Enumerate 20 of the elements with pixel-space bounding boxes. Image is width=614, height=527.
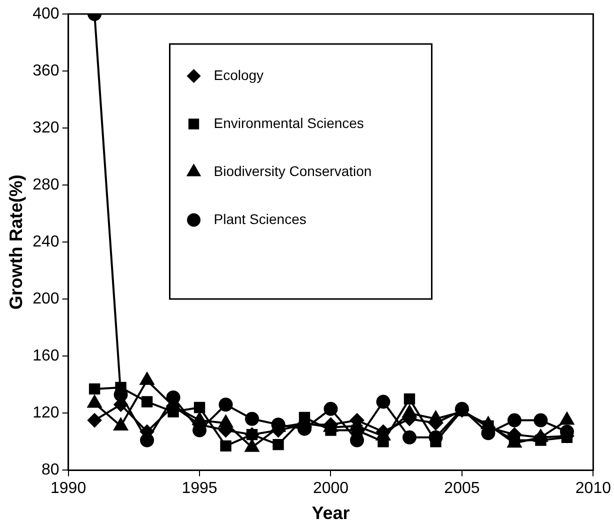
y-tick-label: 240	[32, 234, 60, 251]
y-tick-label: 280	[32, 176, 60, 194]
x-tick-label: 1990	[50, 480, 86, 498]
x-tick-label: 2005	[444, 480, 480, 498]
legend-label: Biodiversity Conservation	[214, 162, 372, 179]
y-tick-label: 360	[32, 62, 60, 80]
y-tick-label: 120	[32, 404, 60, 422]
y-tick-label: 400	[32, 5, 60, 22]
x-axis-title: Year	[312, 503, 350, 524]
y-tick-label: 320	[32, 119, 60, 136]
legend-label: Ecology	[214, 66, 264, 83]
y-tick-label: 160	[32, 348, 60, 365]
x-tick-label: 2010	[575, 480, 612, 498]
y-axis-title: Growth Rate(%)	[6, 174, 26, 310]
legend-label: Plant Sciences	[214, 210, 306, 227]
x-tick-label: 1995	[182, 480, 218, 498]
y-tick-label: 200	[32, 290, 60, 308]
y-tick-label: 80	[42, 462, 60, 479]
x-tick-label: 2000	[312, 480, 349, 498]
legend-label: Environmental Sciences	[214, 114, 364, 131]
